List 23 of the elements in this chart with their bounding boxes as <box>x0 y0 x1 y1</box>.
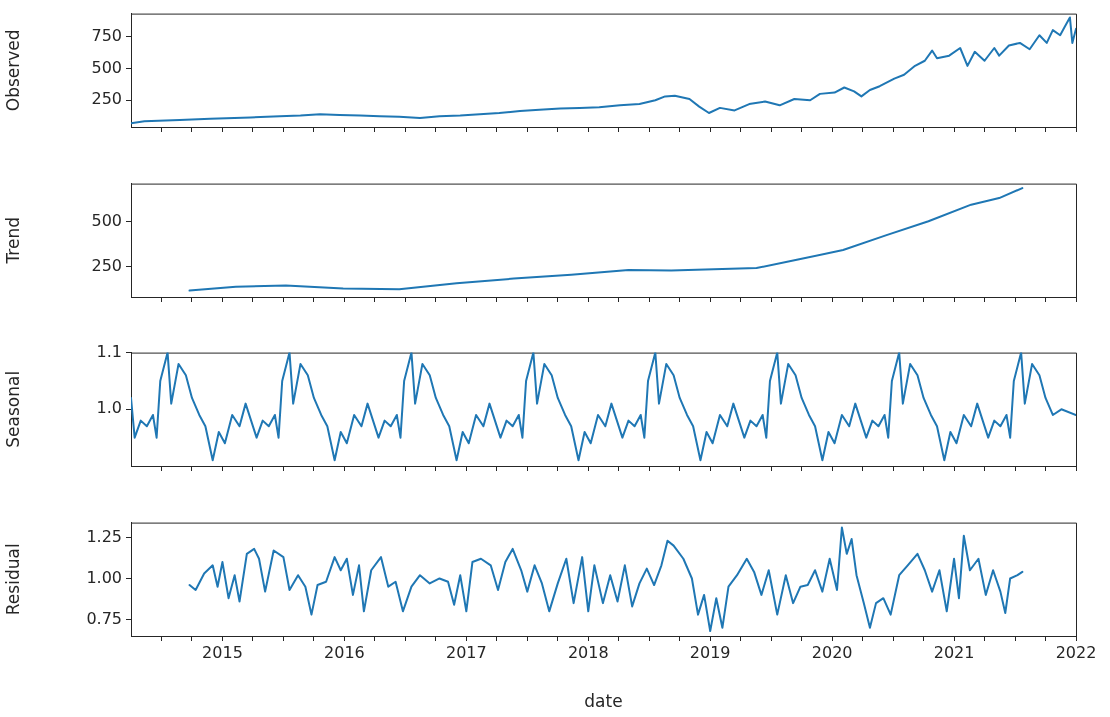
y-tick-label: 500 <box>91 57 122 77</box>
y-tick-label: 250 <box>91 89 122 109</box>
y-tick-label: 1.25 <box>86 526 122 546</box>
x-axis-title: date <box>584 691 623 712</box>
y-tick-label: 500 <box>91 211 122 231</box>
x-tick-label: 2021 <box>933 642 975 662</box>
y-tick-label: 1.00 <box>86 567 122 587</box>
x-tick-label: 2020 <box>811 642 853 662</box>
x-tick-label: 2022 <box>1055 642 1097 662</box>
y-axis-title: Observed <box>2 29 23 112</box>
y-tick-label: 1.0 <box>96 398 122 418</box>
x-tick-label: 2015 <box>202 642 243 662</box>
y-axis-title: Seasonal <box>2 370 23 448</box>
y-tick-label: 250 <box>91 255 122 275</box>
y-tick-label: 1.1 <box>96 341 122 361</box>
y-axis-title: Residual <box>2 543 23 616</box>
y-tick-label: 750 <box>91 25 122 45</box>
x-tick-label: 2016 <box>324 642 365 662</box>
x-tick-label: 2017 <box>445 642 487 662</box>
x-tick-label: 2018 <box>567 642 609 662</box>
x-tick-label: 2019 <box>689 642 731 662</box>
y-tick-label: 0.75 <box>86 608 122 628</box>
y-axis-title: Trend <box>2 217 23 265</box>
